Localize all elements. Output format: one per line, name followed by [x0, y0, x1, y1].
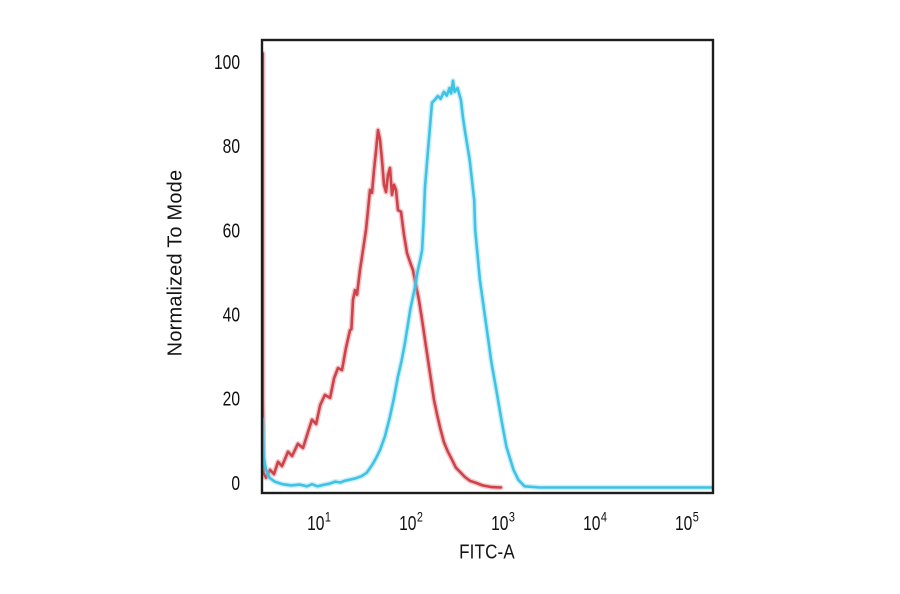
y-tick-label-60: 60 [223, 219, 240, 241]
y-axis-title: Normalized To Mode [164, 169, 187, 357]
y-tick-labels: 0 20 40 60 80 100 [214, 51, 240, 494]
y-tick-label-20: 20 [223, 388, 240, 410]
x-tick-label-10e1: 101 [307, 509, 331, 534]
x-tick-label-10e2: 102 [399, 509, 423, 534]
y-tick-label-100: 100 [214, 51, 240, 73]
cyan-curve [262, 79, 713, 489]
x-tick-label-10e3: 103 [491, 509, 515, 534]
y-tick-label-0: 0 [231, 472, 240, 494]
y-tick-label-80: 80 [223, 135, 240, 157]
x-tick-label-10e5: 105 [675, 509, 699, 534]
plot-border [260, 38, 715, 495]
axis-layer [260, 38, 715, 495]
x-axis-title: FITC-A [459, 541, 515, 564]
cyan-curve-halo [262, 78, 713, 491]
curves-layer [262, 50, 713, 491]
y-tick-label-40: 40 [223, 304, 240, 326]
x-tick-label-10e4: 104 [583, 509, 607, 534]
red-curve [262, 52, 503, 489]
x-tick-labels: 101 102 103 104 105 [307, 509, 699, 534]
